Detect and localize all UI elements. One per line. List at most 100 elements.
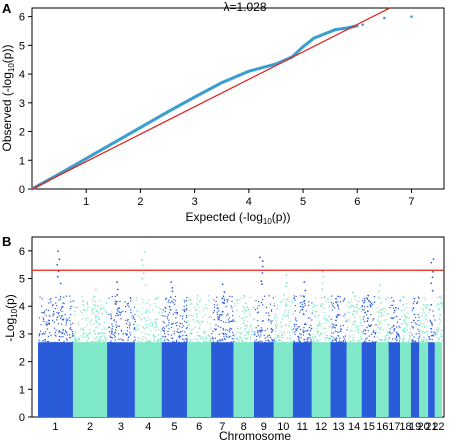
panel-b-point [69, 320, 71, 322]
panel-b-point [306, 344, 308, 346]
panel-b-point [259, 336, 261, 338]
panel-b-x-tick-label: 3 [118, 421, 124, 433]
panel-b-top-point [439, 314, 442, 316]
panel-b-point [391, 345, 393, 347]
panel-b-point [291, 347, 293, 349]
panel-b-point [358, 296, 360, 298]
panel-b-point [99, 340, 101, 342]
panel-b-point [339, 301, 341, 303]
panel-b-point [170, 334, 173, 336]
panel-b-point [428, 336, 430, 338]
panel-b-top-point [380, 302, 382, 304]
panel-b-top-point [244, 324, 247, 327]
panel-b-point [364, 340, 366, 342]
panel-b-point [326, 345, 328, 348]
panel-b-point [164, 315, 166, 317]
panel-b-point [171, 323, 173, 325]
panel-b-point [119, 346, 121, 349]
panel-b-point [315, 345, 317, 347]
panel-b-point [406, 316, 408, 318]
panel-b-point [190, 333, 193, 335]
panel-b-point [228, 347, 230, 349]
panel-b-point [212, 341, 215, 344]
panel-b-point [416, 344, 418, 347]
panel-b-point [430, 335, 433, 337]
panel-b-point [190, 346, 192, 348]
panel-b-point [330, 325, 332, 327]
panel-b-point [403, 319, 405, 321]
panel-b-point [379, 329, 381, 331]
panel-b-point [224, 347, 226, 349]
panel-b-point [109, 346, 111, 348]
panel-b-point [328, 346, 330, 348]
panel-b-point [309, 330, 312, 332]
panel-b-point [166, 316, 168, 318]
panel-b-point [275, 295, 277, 297]
panel-b-point [303, 347, 305, 349]
panel-b-point [363, 343, 365, 345]
panel-b-point [89, 342, 91, 344]
panel-b-point [188, 309, 190, 312]
panel-b-point [365, 345, 367, 347]
panel-b-point [250, 327, 253, 329]
panel-b-point [91, 309, 93, 311]
panel-b-point [131, 315, 133, 317]
panel-b-point [274, 315, 276, 317]
panel-a-x-tick-label: 3 [192, 196, 198, 208]
panel-b-point [420, 345, 422, 347]
panel-b-point [201, 322, 203, 324]
panel-b-point [155, 323, 157, 325]
panel-b-point [250, 325, 252, 328]
panel-b-point [63, 342, 65, 345]
panel-b-point [363, 297, 365, 300]
panel-b-point [180, 331, 182, 333]
panel-b-point [358, 300, 361, 302]
panel-b-point [287, 312, 289, 314]
panel-b-point [98, 343, 100, 346]
panel-b-point [280, 340, 282, 342]
panel-b-point [343, 299, 345, 301]
panel-b-point [128, 346, 130, 348]
panel-b-point [115, 324, 117, 326]
panel-b-dense-band [211, 342, 234, 417]
panel-b-point [398, 325, 400, 327]
panel-b-point [74, 314, 76, 316]
panel-b-point [432, 343, 434, 345]
panel-b-point [313, 344, 315, 346]
panel-b-point [248, 331, 250, 333]
panel-b-point [145, 343, 147, 345]
panel-b-point [418, 343, 420, 345]
panel-b-point [227, 347, 229, 349]
panel-b-point [403, 339, 405, 341]
panel-b-point [47, 345, 49, 347]
panel-b-point [59, 331, 61, 333]
panel-b-point [396, 321, 399, 323]
panel-b-point [172, 346, 174, 348]
panel-b-point [249, 346, 251, 348]
panel-b-point [213, 310, 215, 312]
panel-b-point [196, 343, 198, 345]
panel-b-point [274, 330, 276, 332]
panel-b-point [93, 304, 95, 306]
panel-b-point [179, 332, 181, 334]
panel-b-point [271, 338, 273, 340]
panel-b-point [312, 340, 314, 343]
panel-b-point [303, 343, 305, 345]
panel-b-point [229, 295, 231, 297]
panel-b-point [129, 322, 131, 324]
panel-b-point [397, 334, 400, 336]
panel-b-point [234, 335, 236, 337]
panel-b-point [349, 345, 351, 347]
panel-b-point [311, 306, 313, 308]
panel-b-point [258, 344, 260, 346]
panel-b-point [209, 345, 211, 347]
panel-b-point [206, 308, 208, 310]
panel-b-point [247, 308, 249, 310]
panel-b-top-point [242, 322, 245, 325]
panel-b-point [94, 305, 96, 307]
panel-b-point [245, 334, 247, 336]
panel-b-point [323, 307, 325, 309]
panel-b-point [113, 320, 115, 322]
panel-b-point [362, 300, 364, 302]
panel-b-point [266, 344, 268, 346]
